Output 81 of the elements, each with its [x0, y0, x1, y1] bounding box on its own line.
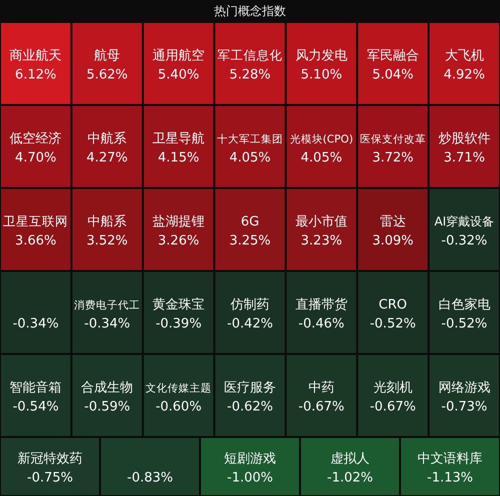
data-label: -0.67%: [298, 400, 344, 414]
data-label: -0.39%: [156, 316, 202, 332]
data-label: -0.73%: [441, 400, 488, 414]
data-label: -0.34%: [12, 316, 59, 332]
category-label: 虚拟人: [330, 452, 370, 466]
data-label: 3.23%: [300, 234, 342, 248]
data-label: 3.25%: [229, 234, 271, 248]
data-label: 4.15%: [158, 150, 200, 166]
data-label: -0.59%: [84, 400, 130, 414]
data-label: -0.42%: [227, 316, 273, 332]
category-label: 网络游戏: [438, 380, 490, 396]
data-label: 4.05%: [229, 150, 271, 166]
data-label: -0.34%: [84, 316, 130, 332]
category-label: 中船系: [88, 214, 127, 230]
data-label: 6.12%: [15, 68, 56, 82]
category-label: 医疗服务: [224, 380, 276, 396]
category-label: 军工信息化: [218, 48, 282, 62]
data-label: -0.54%: [12, 400, 59, 414]
data-label: -0.75%: [27, 470, 73, 486]
data-label: 5.40%: [158, 68, 200, 82]
category-label: 商业航天: [10, 48, 62, 64]
data-label: 3.71%: [444, 150, 485, 166]
data-label: 4.27%: [86, 150, 128, 166]
data-label: 3.72%: [372, 150, 414, 166]
data-label: -0.52%: [441, 316, 488, 332]
data-label: -1.00%: [227, 470, 273, 486]
category-label: CRO: [378, 298, 408, 312]
category-label: 仿制药: [230, 298, 270, 312]
category-label: 黄金珠宝: [152, 296, 205, 312]
data-label: 3.26%: [158, 234, 200, 248]
category-label: 低空经济: [10, 132, 62, 146]
data-label: -1.13%: [427, 470, 473, 486]
data-label: 3.09%: [372, 234, 414, 248]
category-label: 盐湖提锂: [152, 214, 205, 230]
data-label: 5.62%: [86, 68, 128, 82]
category-label: 中文语料库: [418, 452, 482, 466]
data-label: -0.46%: [298, 316, 344, 332]
category-label: 炒股软件: [438, 132, 490, 146]
category-label: 直播带货: [295, 298, 348, 312]
data-label: -0.67%: [370, 400, 416, 414]
data-label: 5.28%: [229, 68, 271, 82]
category-label: 光模块(CPO): [290, 132, 354, 146]
data-label: -0.60%: [156, 400, 202, 414]
category-label: 合成生物: [81, 380, 134, 396]
category-label: 6G: [240, 214, 260, 230]
unlabeled-tile: -0.34%: [1, 272, 70, 353]
category-label: 智能音箱: [10, 380, 62, 396]
data-label: 3.66%: [15, 234, 56, 248]
category-label: 医保支付改革: [360, 132, 426, 146]
category-label: 航母: [94, 48, 120, 64]
category-label: 中航系: [88, 132, 127, 146]
category-label: 卫星导航: [152, 132, 205, 146]
data-label: -0.62%: [227, 400, 273, 414]
data-label: 5.10%: [300, 68, 342, 82]
category-label: 最小市值: [295, 214, 348, 230]
data-label: 5.04%: [372, 68, 414, 82]
data-label: -0.32%: [441, 234, 488, 248]
data-label: 4.70%: [15, 150, 56, 166]
category-label: 中药: [308, 380, 334, 396]
category-label: 短剧游戏: [224, 452, 276, 466]
category-label: 军民融合: [366, 48, 419, 64]
data-label: -0.83%: [127, 470, 173, 486]
category-label: 通用航空: [152, 48, 205, 64]
category-label: 光刻机: [373, 380, 412, 396]
category-label: 白色家电: [438, 296, 490, 312]
category-label: 新冠特效药: [18, 452, 82, 466]
category-label: 十大军工集团: [217, 132, 283, 146]
category-label: 大飞机: [444, 48, 484, 64]
data-label: 4.05%: [300, 150, 342, 166]
unlabeled-tile: -0.83%: [101, 438, 199, 495]
data-label: 3.52%: [86, 234, 128, 248]
category-label: 消费电子代工: [74, 298, 140, 312]
category-label: 卫星互联网: [3, 214, 68, 228]
category-label: 文化传媒主题: [146, 382, 212, 394]
data-label: 4.92%: [444, 68, 485, 82]
category-label: 风力发电: [295, 48, 348, 64]
data-label: -1.02%: [327, 470, 373, 486]
category-label: AI穿戴设备: [434, 214, 494, 228]
data-label: -0.52%: [370, 316, 416, 332]
category-label: 雷达: [380, 214, 406, 230]
text: 热门概念指数: [214, 4, 286, 18]
